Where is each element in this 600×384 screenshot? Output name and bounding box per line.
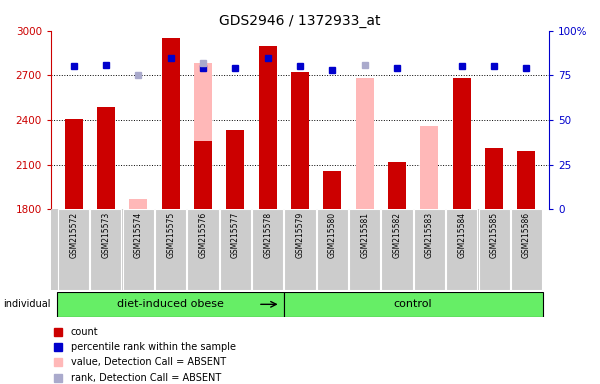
Text: GSM215583: GSM215583 [425, 212, 434, 258]
Bar [91, 209, 121, 290]
Bar [485, 148, 503, 209]
Text: rank, Detection Call = ABSENT: rank, Detection Call = ABSENT [71, 372, 221, 383]
Bar [349, 209, 380, 290]
Text: GSM215586: GSM215586 [522, 212, 531, 258]
Text: GSM215578: GSM215578 [263, 212, 272, 258]
Text: GSM215574: GSM215574 [134, 212, 143, 258]
Bar [58, 292, 284, 317]
Bar [252, 209, 283, 290]
Bar [421, 126, 438, 209]
Bar [284, 292, 542, 317]
Text: GSM215585: GSM215585 [490, 212, 499, 258]
Bar [162, 38, 179, 209]
Bar [323, 170, 341, 209]
Bar [284, 209, 316, 290]
Bar [291, 72, 309, 209]
Bar [194, 63, 212, 209]
Bar [58, 209, 89, 290]
Text: GSM215577: GSM215577 [231, 212, 240, 258]
Bar [356, 78, 374, 209]
Bar [446, 209, 477, 290]
Text: count: count [71, 327, 98, 337]
Text: value, Detection Call = ABSENT: value, Detection Call = ABSENT [71, 358, 226, 367]
Bar [479, 209, 509, 290]
Bar [226, 131, 244, 209]
Bar [517, 151, 535, 209]
Bar [317, 209, 348, 290]
Bar [97, 107, 115, 209]
Text: GSM215582: GSM215582 [392, 212, 401, 258]
Text: GSM215580: GSM215580 [328, 212, 337, 258]
Text: GSM215575: GSM215575 [166, 212, 175, 258]
Text: GSM215576: GSM215576 [199, 212, 208, 258]
Text: GSM215579: GSM215579 [296, 212, 305, 258]
Bar [388, 162, 406, 209]
Bar [194, 141, 212, 209]
Bar [511, 209, 542, 290]
Text: GSM215573: GSM215573 [101, 212, 110, 258]
Text: GSM215581: GSM215581 [360, 212, 369, 258]
Bar [155, 209, 186, 290]
Bar [162, 38, 179, 209]
Text: control: control [394, 299, 433, 310]
Text: GSM215584: GSM215584 [457, 212, 466, 258]
Bar [65, 119, 83, 209]
Title: GDS2946 / 1372933_at: GDS2946 / 1372933_at [219, 14, 381, 28]
Bar [187, 209, 218, 290]
Text: percentile rank within the sample: percentile rank within the sample [71, 342, 236, 352]
Bar [414, 209, 445, 290]
Text: diet-induced obese: diet-induced obese [117, 299, 224, 310]
Bar [453, 78, 470, 209]
Bar [130, 199, 147, 209]
Text: GSM215572: GSM215572 [69, 212, 78, 258]
Bar [382, 209, 413, 290]
Bar [220, 209, 251, 290]
Bar [123, 209, 154, 290]
Bar [259, 46, 277, 209]
Text: individual: individual [3, 299, 50, 310]
